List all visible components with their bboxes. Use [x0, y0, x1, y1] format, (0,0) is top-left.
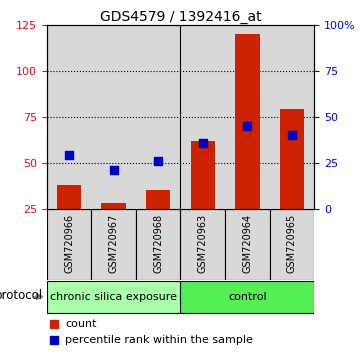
Text: GSM720963: GSM720963 [198, 214, 208, 273]
Bar [180, 281, 314, 313]
Point [244, 123, 250, 129]
Bar [180, 209, 225, 280]
Bar [47, 281, 180, 313]
Bar [146, 190, 170, 209]
Bar [225, 25, 270, 209]
Bar [91, 25, 136, 209]
Point [289, 132, 295, 138]
Text: percentile rank within the sample: percentile rank within the sample [65, 335, 253, 345]
Title: GDS4579 / 1392416_at: GDS4579 / 1392416_at [100, 10, 261, 24]
Bar [57, 185, 82, 209]
Point [155, 158, 161, 164]
Bar [270, 209, 314, 280]
Text: protocol: protocol [0, 289, 43, 302]
Point [111, 167, 117, 173]
Bar [136, 25, 180, 209]
Bar [136, 209, 180, 280]
Bar [180, 25, 225, 209]
Point [200, 140, 206, 145]
Text: GSM720965: GSM720965 [287, 214, 297, 273]
Bar [191, 141, 215, 209]
Bar [91, 209, 136, 280]
Bar [235, 34, 260, 209]
Text: GSM720967: GSM720967 [109, 214, 119, 273]
Bar [47, 209, 91, 280]
Text: chronic silica exposure: chronic silica exposure [50, 292, 177, 302]
Bar [47, 25, 91, 209]
Bar [270, 25, 314, 209]
Text: GSM720966: GSM720966 [64, 214, 74, 273]
Text: control: control [228, 292, 266, 302]
Text: count: count [65, 319, 96, 329]
Bar [279, 109, 304, 209]
Text: GSM720964: GSM720964 [242, 214, 252, 273]
Text: GSM720968: GSM720968 [153, 214, 163, 273]
Bar [225, 209, 270, 280]
Bar [101, 203, 126, 209]
Point [66, 153, 72, 158]
